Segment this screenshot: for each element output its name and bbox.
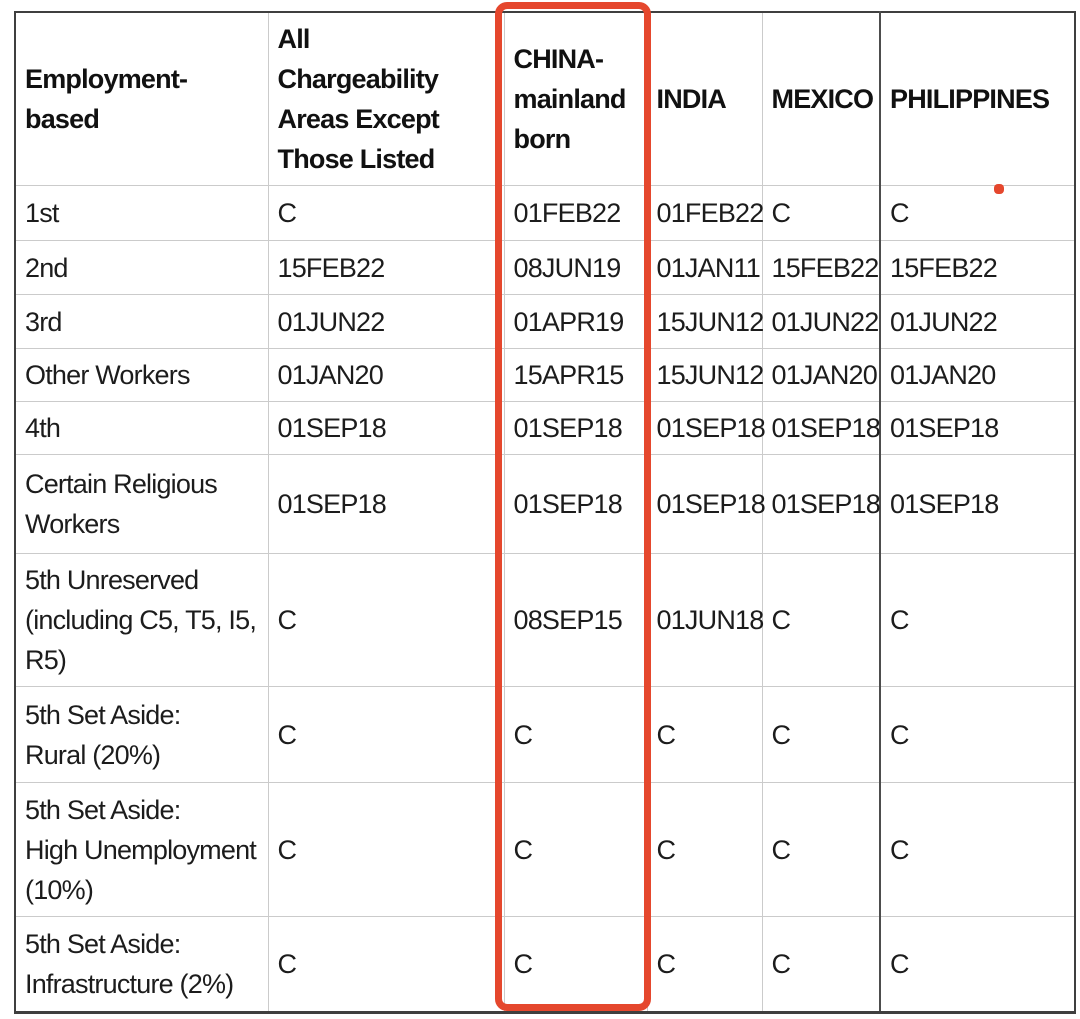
cutoff-date-cell: 15JUN12 <box>646 294 764 349</box>
cutoff-date-cell: 15FEB22 <box>267 240 505 295</box>
cutoff-date-cell: C <box>646 916 763 1013</box>
row-label: 2nd <box>14 240 269 295</box>
cutoff-date-cell: 01FEB22 <box>503 185 648 241</box>
cutoff-date-cell: 01SEP18 <box>879 454 1076 554</box>
cutoff-date-cell: C <box>503 686 648 783</box>
row-label: Other Workers <box>14 348 269 402</box>
cutoff-date-cell: C <box>879 916 1076 1013</box>
column-header-india: INDIA <box>646 11 763 186</box>
cutoff-date-cell: C <box>646 686 763 783</box>
row-label: 5th Set Aside: Rural (20%) <box>14 686 269 783</box>
column-header-mexico: MEXICO <box>761 11 881 186</box>
cutoff-date-cell: 01JUN18 <box>646 553 764 687</box>
cutoff-date-cell: C <box>761 916 881 1013</box>
row-label: 1st <box>14 185 269 241</box>
cutoff-date-cell: 01JUN22 <box>761 294 881 349</box>
table-row-other-workers: Other Workers 01JAN20 15APR15 15JUN12 01… <box>14 348 1076 402</box>
cutoff-date-cell: 01SEP18 <box>267 401 505 455</box>
row-label: 5th Set Aside: High Unemployment (10%) <box>14 782 269 917</box>
cutoff-date-cell: C <box>503 916 648 1013</box>
table-row-eb5-infrastructure: 5th Set Aside: Infrastructure (2%) C C C… <box>14 916 1076 1013</box>
cutoff-date-cell: 01SEP18 <box>646 401 766 455</box>
cutoff-date-cell: 01JAN20 <box>879 348 1076 402</box>
cutoff-date-cell: 01JUN22 <box>267 294 505 349</box>
cutoff-date-cell: 01FEB22 <box>646 185 764 241</box>
row-label: Certain Religious Workers <box>14 454 269 554</box>
cutoff-date-cell: C <box>267 185 505 241</box>
employment-based-final-action-dates-table: Employment- based All Chargeability Area… <box>14 11 1076 1014</box>
cutoff-date-cell: 15JUN12 <box>646 348 764 402</box>
cutoff-date-cell: C <box>879 185 1076 241</box>
cutoff-date-cell: 01SEP18 <box>761 401 881 455</box>
table-row-certain-religious-workers: Certain Religious Workers 01SEP18 01SEP1… <box>14 454 1076 554</box>
cutoff-date-cell: C <box>761 686 881 783</box>
row-label: 4th <box>14 401 269 455</box>
table-row-eb2: 2nd 15FEB22 08JUN19 01JAN11 15FEB22 15FE… <box>14 240 1076 295</box>
table-row-eb5-unreserved: 5th Unreserved (including C5, T5, I5, R5… <box>14 553 1076 687</box>
table-row-eb5-high-unemployment: 5th Set Aside: High Unemployment (10%) C… <box>14 782 1076 917</box>
row-label: 5th Set Aside: Infrastructure (2%) <box>14 916 269 1013</box>
cutoff-date-cell: C <box>267 686 505 783</box>
cutoff-date-cell: 01JAN11 <box>646 240 763 295</box>
cutoff-date-cell: C <box>761 185 881 241</box>
table-row-eb4: 4th 01SEP18 01SEP18 01SEP18 01SEP18 01SE… <box>14 401 1076 455</box>
cutoff-date-cell: 01SEP18 <box>503 454 648 554</box>
cutoff-date-cell: C <box>879 553 1076 687</box>
table-row-eb3: 3rd 01JUN22 01APR19 15JUN12 01JUN22 01JU… <box>14 294 1076 349</box>
cutoff-date-cell: C <box>761 553 881 687</box>
cutoff-date-cell: 15APR15 <box>503 348 648 402</box>
row-label: 5th Unreserved (including C5, T5, I5, R5… <box>14 553 269 687</box>
cutoff-date-cell: 15FEB22 <box>761 240 881 295</box>
cutoff-date-cell: C <box>879 686 1076 783</box>
table-row-eb1: 1st C 01FEB22 01FEB22 C C <box>14 185 1076 241</box>
cutoff-date-cell: 01SEP18 <box>267 454 505 554</box>
cutoff-date-cell: 01SEP18 <box>761 454 881 554</box>
cutoff-date-cell: 01JUN22 <box>879 294 1076 349</box>
row-label: 3rd <box>14 294 269 349</box>
cutoff-date-cell: C <box>646 782 763 917</box>
cutoff-date-cell: C <box>503 782 648 917</box>
cutoff-date-cell: C <box>879 782 1076 917</box>
cutoff-date-cell: 01SEP18 <box>879 401 1076 455</box>
cutoff-date-cell: 01APR19 <box>503 294 648 349</box>
column-header-philippines: PHILIPPINES <box>879 11 1076 186</box>
cutoff-date-cell: C <box>761 782 881 917</box>
column-header-employment-based: Employment- based <box>14 11 269 186</box>
table-row-eb5-rural: 5th Set Aside: Rural (20%) C C C C C <box>14 686 1076 783</box>
cutoff-date-cell: 08JUN19 <box>503 240 648 295</box>
header-row: Employment- based All Chargeability Area… <box>14 11 1076 186</box>
cutoff-date-cell: 15FEB22 <box>879 240 1076 295</box>
cutoff-date-cell: C <box>267 782 505 917</box>
cutoff-date-cell: 01JAN20 <box>761 348 881 402</box>
cutoff-date-cell: C <box>267 553 505 687</box>
cutoff-date-cell: 01JAN20 <box>267 348 505 402</box>
cutoff-date-cell: 08SEP15 <box>503 553 648 687</box>
cutoff-date-cell: C <box>267 916 505 1013</box>
cutoff-date-cell: 01SEP18 <box>646 454 766 554</box>
column-header-all-chargeability: All Chargeability Areas Except Those Lis… <box>267 11 505 186</box>
cutoff-date-cell: 01SEP18 <box>503 401 648 455</box>
column-header-china-mainland-born: CHINA- mainland born <box>503 11 648 186</box>
